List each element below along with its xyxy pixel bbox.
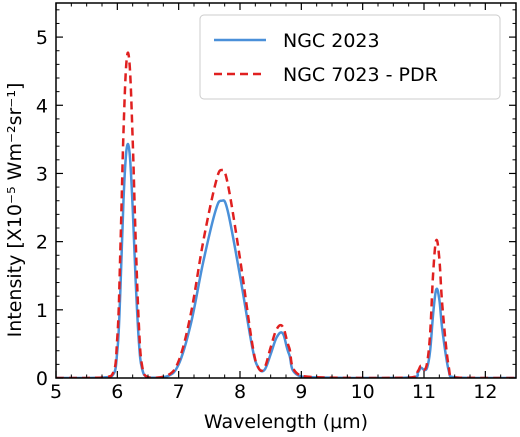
x-tick-label: 12 <box>473 381 497 403</box>
legend-label-ngc-2023: NGC 2023 <box>283 30 380 52</box>
y-tick-label: 0 <box>36 368 48 390</box>
y-tick-label: 3 <box>36 163 48 185</box>
x-tick-label: 5 <box>50 381 62 403</box>
legend-box <box>199 14 501 100</box>
x-tick-label: 10 <box>351 381 375 403</box>
series-line-ngc-2023 <box>56 142 516 378</box>
legend-label-ngc-7023-pdr: NGC 7023 - PDR <box>283 64 438 86</box>
x-tick-label: 11 <box>412 381 436 403</box>
y-axis-label: Intensity [X10⁻⁵ Wm⁻²sr⁻¹] <box>4 83 26 338</box>
y-tick-label: 4 <box>36 95 48 117</box>
y-tick-label: 5 <box>36 27 48 49</box>
series-line-ngc-7023-pdr <box>56 51 516 378</box>
y-tick-label: 1 <box>36 300 48 322</box>
legend: NGC 2023 NGC 7023 - PDR <box>199 14 501 100</box>
y-tick-label: 2 <box>36 232 48 254</box>
x-tick-label: 6 <box>111 381 123 403</box>
x-tick-label: 9 <box>295 381 307 403</box>
x-tick-label: 8 <box>234 381 246 403</box>
x-tick-label: 7 <box>173 381 185 403</box>
series-layer <box>56 51 516 378</box>
x-axis-label: Wavelength (μm) <box>204 411 368 433</box>
